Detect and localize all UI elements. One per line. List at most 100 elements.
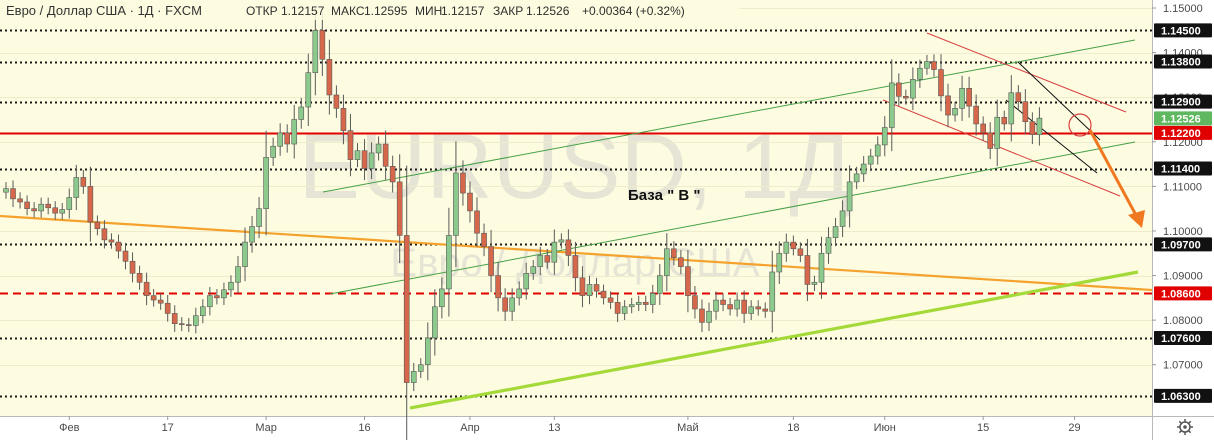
candle [734,292,740,317]
candle-body-down [572,255,579,279]
candle [720,293,726,312]
candle-body-down [185,324,192,326]
candle [270,137,276,166]
candle [649,284,656,314]
price-tags: 1.14500 1.13800 1.12900 1.12526 1.12200 1.114… [1154,23,1212,403]
candle-body-down [614,302,621,314]
candle-body-down [938,69,944,97]
price-tag-box [1154,388,1212,403]
candle-body-down [980,123,986,134]
candle-body-down [178,323,185,326]
candle [108,233,115,249]
candle-body-down [52,207,59,214]
candle-body-down [797,248,804,256]
candle [354,143,361,168]
candle-body-up [1008,92,1015,125]
candle [565,229,572,267]
green-channel-lower [329,141,1136,295]
candle-body-up [530,266,537,274]
candle-body-down [565,239,572,256]
price-tag-box [1154,237,1212,252]
candle [678,250,684,275]
x-tick-label-1: 17 [162,422,174,434]
red-channel-lower [882,99,1121,197]
candle-body-up [867,155,874,165]
candle-body-down [361,150,368,169]
candle [228,275,234,297]
orange-trend-line [0,214,1153,292]
x-tick-label-6: Май [677,422,699,434]
candle-body-up [221,289,227,299]
candle-body-down [87,186,94,223]
candle [509,288,515,321]
candle [361,139,368,181]
ohlc-change: +0.00364 (+0.32%) [582,4,685,18]
settings-gear-icon[interactable] [1177,419,1193,435]
candle [460,160,466,206]
candle-body-down [755,306,762,310]
candle [924,54,930,75]
price-tag-red: 1.12200 [1154,125,1212,140]
candle-body-up [228,281,234,291]
candle-body-up [952,108,958,116]
candle-body-down [319,30,326,60]
candle [424,322,431,381]
candle [136,265,143,290]
candle [1029,112,1036,145]
candle [439,277,445,319]
candle [888,59,895,152]
candle [635,295,642,312]
candle [558,233,565,249]
candle [910,67,916,111]
price-tag-box [1154,161,1212,176]
symbol-title: Евро / Доллар США · 1Д · FXCM [6,3,202,18]
candle [811,275,818,292]
green-channel-upper [322,39,1136,193]
candle-body-up [432,306,438,339]
price-tag-box [1154,125,1212,140]
candle-body-up [410,371,417,383]
candle-body-down [685,266,691,296]
candle-body-down [544,255,551,263]
annotation-base-b: База " В " [628,187,700,204]
candle [917,59,923,88]
candle-body-down [481,232,487,247]
candle-body-up [368,152,375,169]
candle [171,305,178,332]
candle [446,207,452,317]
candle-body-up [783,241,790,254]
candle [340,94,347,145]
price-tag-level: 1.12900 [1154,94,1212,109]
price-tag-label: 1.08600 [1161,288,1201,300]
candle-body-up [207,295,213,308]
candle [931,54,937,77]
candle [389,155,396,193]
candle-body-up [664,248,670,276]
candle [235,256,241,293]
price-tag-label: 1.11400 [1161,164,1200,176]
time-axis-ticks: Фев 17 Мар 16 Апр 13 Май 18 Июн 15 29 [59,416,1081,434]
candle [375,136,382,161]
candle [312,7,319,96]
candle-body-up [713,299,719,312]
price-tag-label: 1.14500 [1161,25,1201,37]
candle-body-down [699,308,705,323]
ohlc-close-value: 1.12526 [526,4,570,18]
candle [671,241,677,266]
candle [1036,107,1043,146]
candle-body-up [853,173,860,183]
price-tag-label: 1.12900 [1161,97,1201,109]
candle [832,217,839,247]
candle [115,234,122,259]
candle-body-down [80,177,87,187]
x-tick-label-10: 29 [1068,422,1080,434]
candle-body-up [1036,117,1043,135]
price-tag-label: 1.06300 [1161,391,1201,403]
candle [874,136,881,165]
price-tag-box [1154,330,1212,345]
candle-body-up [860,163,867,175]
candle [614,293,621,323]
candles [3,7,1043,440]
candle [17,192,23,209]
